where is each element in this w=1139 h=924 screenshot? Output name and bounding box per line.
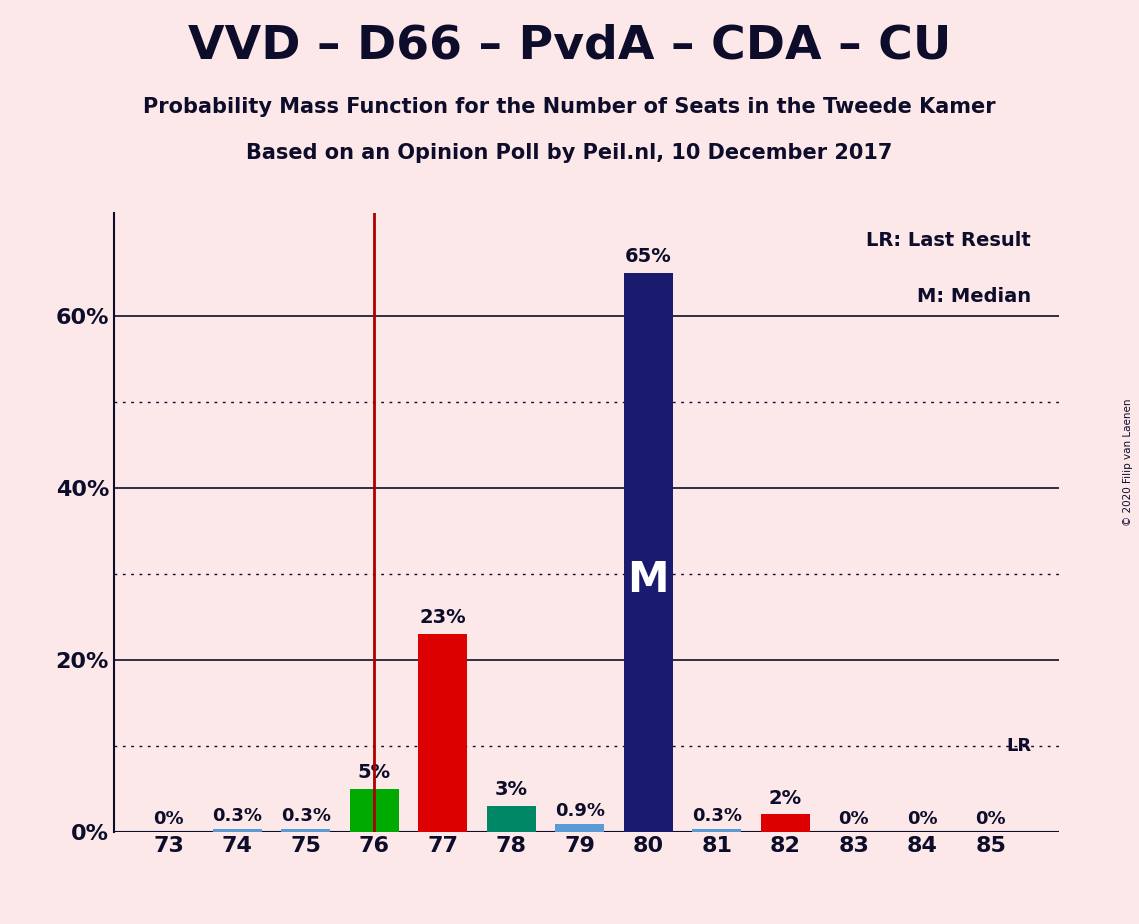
Text: 5%: 5% — [358, 762, 391, 782]
Text: LR: Last Result: LR: Last Result — [866, 231, 1031, 250]
Text: 2%: 2% — [769, 788, 802, 808]
Text: 3%: 3% — [494, 780, 527, 799]
Text: VVD – D66 – PvdA – CDA – CU: VVD – D66 – PvdA – CDA – CU — [188, 23, 951, 68]
Text: 0%: 0% — [975, 810, 1006, 828]
Text: LR: LR — [1007, 736, 1032, 755]
Bar — [350, 788, 399, 832]
Text: 23%: 23% — [419, 608, 466, 627]
Text: 0%: 0% — [907, 810, 937, 828]
Text: 0.3%: 0.3% — [212, 807, 262, 825]
Text: 0.3%: 0.3% — [691, 807, 741, 825]
Text: Probability Mass Function for the Number of Seats in the Tweede Kamer: Probability Mass Function for the Number… — [144, 97, 995, 117]
Text: 65%: 65% — [625, 247, 672, 266]
Text: Based on an Opinion Poll by Peil.nl, 10 December 2017: Based on an Opinion Poll by Peil.nl, 10 … — [246, 143, 893, 164]
Text: 0.9%: 0.9% — [555, 801, 605, 820]
Bar — [555, 824, 605, 832]
Bar — [213, 829, 262, 832]
Text: 0.3%: 0.3% — [280, 807, 330, 825]
Bar — [623, 273, 673, 832]
Text: 0%: 0% — [838, 810, 869, 828]
Text: M: M — [628, 559, 669, 602]
Text: © 2020 Filip van Laenen: © 2020 Filip van Laenen — [1123, 398, 1133, 526]
Text: 0%: 0% — [154, 810, 185, 828]
Bar — [761, 814, 810, 832]
Bar — [418, 634, 467, 832]
Text: M: Median: M: Median — [917, 286, 1031, 306]
Bar — [281, 829, 330, 832]
Bar — [693, 829, 741, 832]
Bar — [486, 806, 535, 832]
